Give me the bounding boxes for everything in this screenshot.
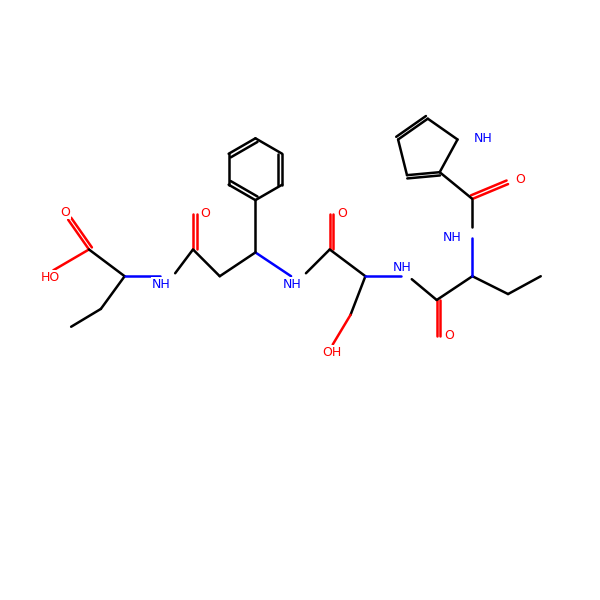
Text: O: O (515, 173, 525, 186)
Text: O: O (445, 329, 454, 342)
Text: NH: NH (283, 278, 302, 291)
Text: O: O (337, 208, 347, 220)
Text: NH: NH (393, 262, 412, 274)
Text: O: O (201, 208, 211, 220)
Text: NH: NH (474, 132, 493, 145)
Text: OH: OH (322, 346, 341, 359)
Text: HO: HO (41, 271, 60, 284)
Text: NH: NH (443, 231, 461, 244)
Text: NH: NH (152, 278, 171, 291)
Text: O: O (60, 206, 70, 218)
